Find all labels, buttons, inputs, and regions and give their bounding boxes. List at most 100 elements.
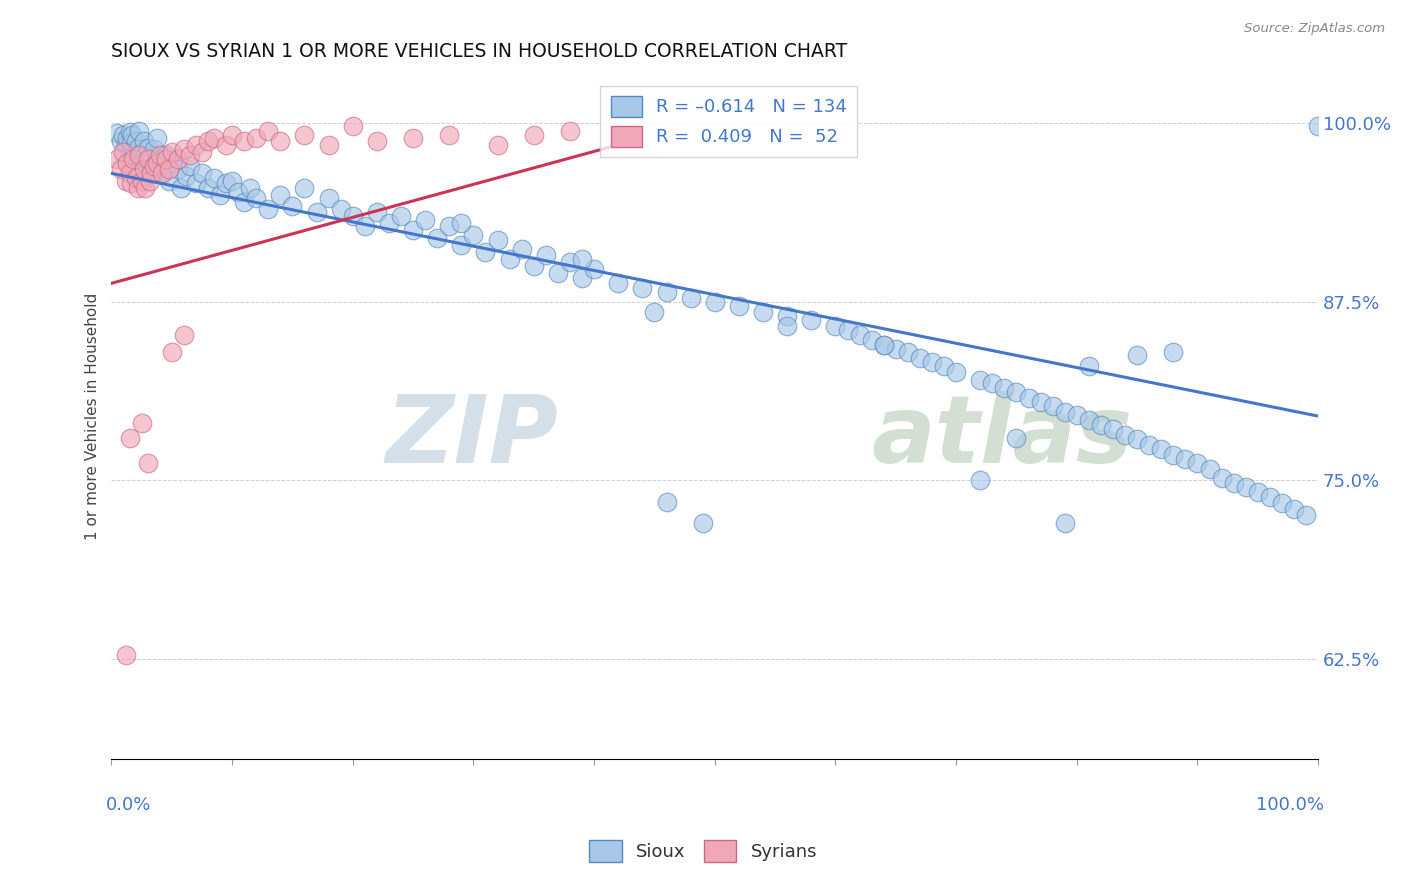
Point (134, 180, 156, 194)
Point (439, 128, 461, 142)
Point (450, 237, 472, 252)
Point (752, 305, 775, 319)
Point (115, 173, 138, 187)
Point (112, 145, 135, 159)
Point (643, 305, 665, 319)
Point (131, 173, 153, 187)
Point (318, 137, 340, 152)
Point (118, 125, 141, 139)
Point (174, 169, 197, 184)
Point (450, 216, 472, 230)
Point (498, 252, 520, 266)
Point (215, 177, 238, 191)
Point (233, 194, 256, 209)
Point (969, 373, 991, 387)
Point (378, 216, 401, 230)
Point (1150, 442, 1173, 456)
Point (146, 130, 169, 145)
Point (1053, 516, 1076, 531)
Point (558, 255, 581, 269)
Point (127, 180, 149, 194)
Point (486, 234, 509, 248)
Point (366, 134, 388, 148)
Point (1282, 502, 1305, 516)
Point (125, 152, 148, 166)
Point (523, 128, 546, 142)
Point (221, 173, 243, 187)
Point (150, 166, 173, 180)
Point (128, 123, 150, 137)
Point (233, 134, 256, 148)
Point (120, 136, 142, 151)
Point (776, 309, 799, 323)
Point (179, 159, 201, 173)
Point (281, 199, 304, 213)
Point (179, 148, 201, 162)
Point (342, 120, 364, 134)
Point (173, 142, 195, 156)
Point (131, 145, 153, 159)
Point (1247, 484, 1270, 499)
Point (1042, 399, 1064, 413)
Point (1295, 508, 1317, 522)
Point (173, 327, 195, 342)
Point (1258, 491, 1281, 505)
Point (897, 344, 920, 359)
Point (413, 213, 436, 227)
Point (932, 359, 955, 373)
Point (139, 152, 162, 166)
Point (1126, 432, 1149, 446)
Point (121, 128, 143, 142)
Point (993, 380, 1015, 394)
Point (245, 130, 267, 145)
Text: SIOUX VS SYRIAN 1 OR MORE VEHICLES IN HOUSEHOLD CORRELATION CHART: SIOUX VS SYRIAN 1 OR MORE VEHICLES IN HO… (111, 42, 848, 61)
Point (141, 162, 163, 177)
Point (160, 344, 183, 359)
Point (122, 152, 145, 166)
Point (157, 173, 180, 187)
Point (703, 294, 725, 309)
Point (136, 141, 159, 155)
Point (1053, 405, 1076, 419)
Point (510, 242, 533, 256)
Point (402, 130, 425, 145)
Point (160, 145, 183, 159)
Text: ZIP: ZIP (385, 391, 558, 483)
Point (1077, 413, 1099, 427)
Point (1222, 476, 1244, 491)
Point (120, 177, 142, 191)
Point (269, 134, 291, 148)
Point (160, 156, 183, 170)
Point (155, 148, 177, 162)
Point (257, 123, 280, 137)
Point (184, 177, 207, 191)
Point (1077, 359, 1099, 373)
Point (728, 299, 751, 313)
Point (1163, 448, 1185, 462)
Point (257, 202, 280, 216)
Point (607, 277, 630, 291)
Point (583, 262, 606, 277)
Y-axis label: 1 or more Vehicles in Household: 1 or more Vehicles in Household (86, 293, 100, 540)
Point (128, 148, 150, 162)
Point (921, 355, 943, 369)
Point (115, 130, 138, 145)
Point (294, 180, 316, 194)
Point (202, 170, 225, 185)
Point (1308, 120, 1330, 134)
Point (136, 456, 159, 470)
Point (908, 351, 931, 365)
Point (142, 142, 165, 156)
Point (1234, 481, 1257, 495)
Point (202, 130, 225, 145)
Point (305, 205, 328, 219)
Point (329, 202, 352, 216)
Point (215, 137, 238, 152)
Point (170, 180, 193, 194)
Point (981, 376, 1004, 391)
Point (655, 495, 678, 509)
Point (631, 280, 654, 294)
Point (118, 145, 141, 159)
Point (239, 180, 262, 194)
Point (1114, 427, 1136, 442)
